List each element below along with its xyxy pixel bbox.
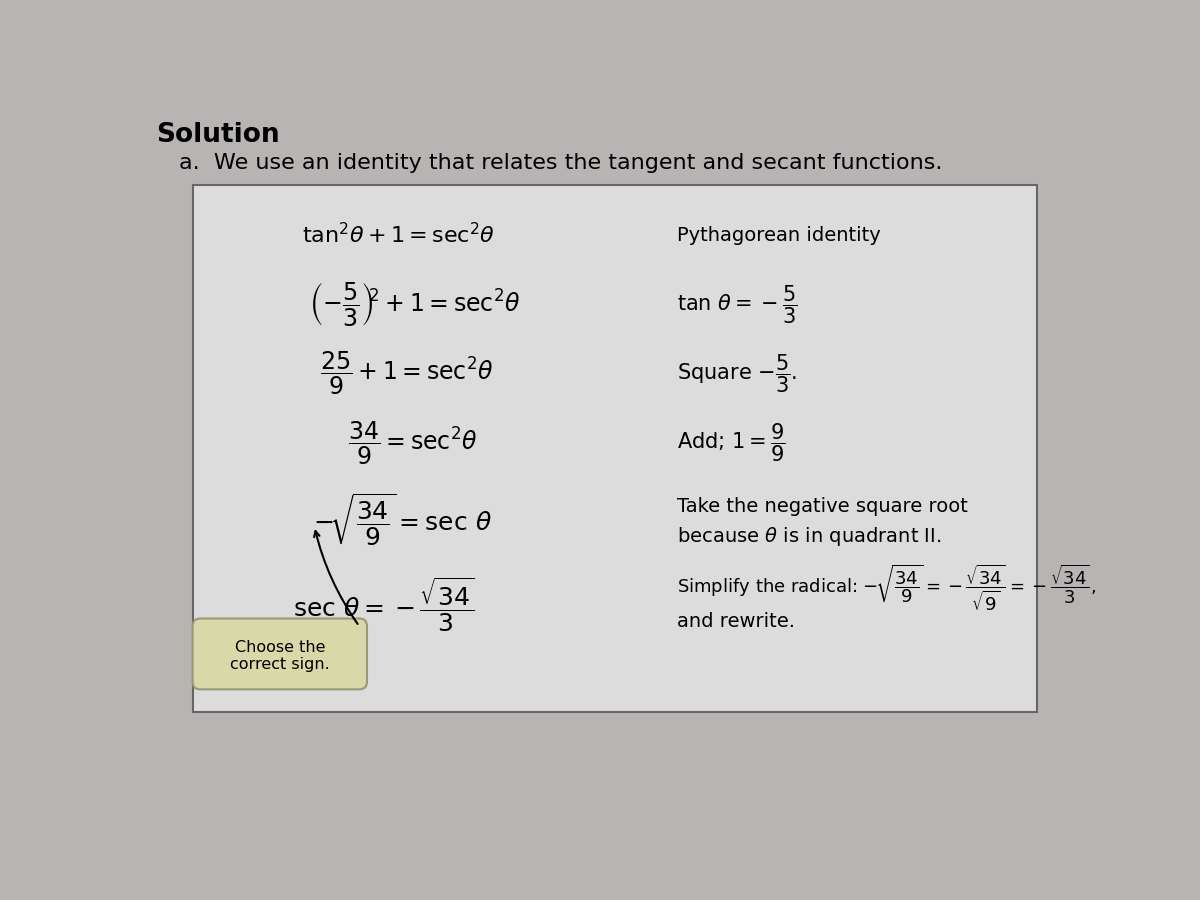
Text: correct sign.: correct sign. xyxy=(230,657,330,672)
Text: $\tan^2\!\theta + 1 = \sec^2\!\theta$: $\tan^2\!\theta + 1 = \sec^2\!\theta$ xyxy=(301,222,494,248)
Text: Square $-\dfrac{5}{3}.$: Square $-\dfrac{5}{3}.$ xyxy=(677,353,797,395)
Text: $\left(-\dfrac{5}{3}\right)^{\!\!2} + 1 = \sec^2\!\theta$: $\left(-\dfrac{5}{3}\right)^{\!\!2} + 1 … xyxy=(308,281,521,328)
Text: Pythagorean identity: Pythagorean identity xyxy=(677,226,881,245)
FancyBboxPatch shape xyxy=(193,185,1037,713)
Text: $\dfrac{25}{9} + 1 = \sec^2\!\theta$: $\dfrac{25}{9} + 1 = \sec^2\!\theta$ xyxy=(320,350,494,397)
Text: Choose the: Choose the xyxy=(234,640,325,654)
Text: Solution: Solution xyxy=(156,122,280,148)
Text: $\dfrac{34}{9} = \sec^2\!\theta$: $\dfrac{34}{9} = \sec^2\!\theta$ xyxy=(348,419,476,466)
FancyBboxPatch shape xyxy=(193,618,367,689)
Text: $\tan\,\theta = -\dfrac{5}{3}$: $\tan\,\theta = -\dfrac{5}{3}$ xyxy=(677,284,797,326)
Text: Take the negative square root: Take the negative square root xyxy=(677,497,968,516)
Text: Add; $1 = \dfrac{9}{9}$: Add; $1 = \dfrac{9}{9}$ xyxy=(677,422,786,464)
Text: $\sec\,\theta = -\dfrac{\sqrt{34}}{3}$: $\sec\,\theta = -\dfrac{\sqrt{34}}{3}$ xyxy=(293,575,475,634)
Text: and rewrite.: and rewrite. xyxy=(677,612,796,631)
Text: a.  We use an identity that relates the tangent and secant functions.: a. We use an identity that relates the t… xyxy=(180,153,943,173)
Text: Simplify the radical: $-\!\sqrt{\dfrac{34}{9}} = -\dfrac{\sqrt{34}}{\sqrt{9}} = : Simplify the radical: $-\!\sqrt{\dfrac{3… xyxy=(677,562,1097,613)
Text: $-\!\sqrt{\dfrac{34}{9}} = \sec\,\theta$: $-\!\sqrt{\dfrac{34}{9}} = \sec\,\theta$ xyxy=(313,491,492,548)
Text: because $\theta$ is in quadrant II.: because $\theta$ is in quadrant II. xyxy=(677,526,942,548)
